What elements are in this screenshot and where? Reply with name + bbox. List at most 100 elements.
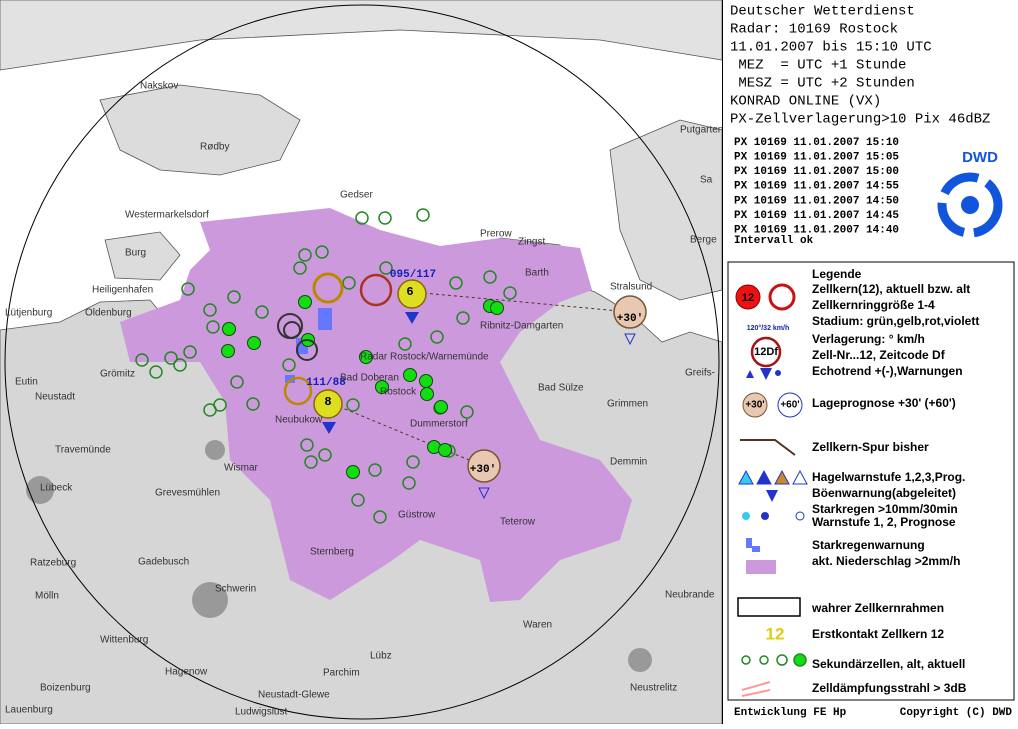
- precipitation: [120, 208, 632, 602]
- cell-label: 111/88: [306, 377, 346, 389]
- secondary-cell: [420, 387, 434, 401]
- forecast-position: [613, 295, 647, 329]
- footer-left: Entwicklung FE Hp: [734, 707, 847, 719]
- secondary-cell-old: [378, 211, 392, 225]
- secondary-cell-old: [368, 463, 382, 477]
- header-line: 11.01.2007 bis 15:10 UTC: [730, 40, 932, 56]
- legend-symbol: 120°/32 km/h: [747, 324, 790, 332]
- secondary-cell-old: [449, 276, 463, 290]
- place-label: Burg: [125, 248, 146, 259]
- secondary-cell-old: [430, 330, 444, 344]
- secondary-cell-old: [213, 398, 227, 412]
- secondary-cell: [346, 465, 360, 479]
- legend-secondary: [793, 653, 807, 667]
- place-label: Heiligenhafen: [92, 285, 153, 296]
- header-line: Radar: 10169 Rostock: [730, 22, 898, 38]
- heavy-rain-warning: [318, 308, 332, 330]
- place-label: Güstrow: [398, 510, 436, 521]
- secondary-cell-old: [346, 398, 360, 412]
- legend-beam: [741, 681, 771, 691]
- status-line: PX 10169 11.01.2007 14:50: [734, 195, 899, 207]
- status-line: PX 10169 11.01.2007 15:05: [734, 152, 899, 164]
- secondary-cell-old: [183, 345, 197, 359]
- legend-forecast: [742, 392, 768, 418]
- secondary-cell-old: [149, 365, 163, 379]
- place-label: Parchim: [323, 668, 360, 679]
- legend-tri: [746, 370, 754, 378]
- place-label: Lütjenburg: [5, 308, 52, 319]
- legend-secondary: [776, 654, 788, 666]
- secondary-cell-old: [456, 311, 470, 325]
- place-label: Berge: [690, 235, 717, 246]
- secondary-cell: [490, 301, 504, 315]
- place-label: Gedser: [340, 190, 373, 201]
- logo-core: [961, 196, 979, 214]
- heavy-rain-warning: [285, 375, 295, 383]
- forecast-position: [467, 449, 501, 483]
- secondary-cell-old: [355, 211, 369, 225]
- secondary-cell-old: [406, 455, 420, 469]
- secondary-cell-old: [255, 305, 269, 319]
- legend-text: Zellkern-Spur bisher: [812, 440, 929, 454]
- place-label: Putgarten: [680, 125, 723, 136]
- legend-text: Hagelwarnstufe 1,2,3,Prog.: [812, 470, 965, 484]
- logo-text: DWD: [962, 149, 998, 166]
- place-label: Eutin: [15, 377, 38, 388]
- legend-heavy: [752, 546, 760, 552]
- secondary-cell-old: [318, 448, 332, 462]
- cell-track: [411, 291, 631, 313]
- header-line: MESZ = UTC +2 Stunden: [730, 76, 915, 92]
- legend-text: Böenwarnung(abgeleitet): [812, 486, 956, 500]
- place-label: Neustadt-Glewe: [258, 690, 330, 701]
- legend-text: Erstkontakt Zellkern 12: [812, 627, 944, 641]
- cell-core-current: [397, 279, 427, 309]
- secondary-cell-old: [173, 358, 187, 372]
- secondary-cell-old: [206, 320, 220, 334]
- legend-rain: [795, 511, 805, 521]
- cell-ring: [283, 321, 301, 339]
- status-note: Intervall ok: [734, 235, 814, 247]
- legend-symbol: 12: [742, 292, 754, 304]
- place-label: Teterow: [500, 517, 536, 528]
- cell-label: +30': [617, 313, 643, 325]
- forecast-arrow: [624, 333, 636, 346]
- place-label: Grevesmühlen: [155, 488, 220, 499]
- place-label: Westermarkelsdorf: [125, 210, 209, 221]
- legend-text: Zelldämpfungsstrahl > 3dB: [812, 681, 967, 695]
- legend-title: Legende: [812, 267, 862, 281]
- place-label: Rødby: [200, 142, 229, 153]
- place-label: Oldenburg: [85, 308, 132, 319]
- place-label: Ludwigslust: [235, 707, 287, 718]
- town-area: [192, 582, 228, 618]
- town-area: [205, 440, 225, 460]
- legend-cell: [750, 336, 782, 368]
- gust-warning: [405, 312, 419, 324]
- place-label: Radar Rostock/Warnemünde: [360, 352, 489, 363]
- legend-core: [735, 284, 761, 310]
- cell-ring: [296, 339, 318, 361]
- legend-beam: [741, 689, 771, 697]
- place-label: Wismar: [224, 463, 259, 474]
- island-fehmarn: [104, 231, 181, 281]
- place-label: Rostock: [380, 387, 417, 398]
- place-label: Mölln: [35, 591, 59, 602]
- place-label: Neustrelitz: [630, 683, 677, 694]
- cell-track: [327, 401, 485, 467]
- legend-hail: [774, 469, 790, 485]
- place-label: Nakskov: [140, 81, 178, 92]
- legend-track: [740, 439, 796, 456]
- place-label: Boizenburg: [40, 683, 91, 694]
- secondary-cell-old: [135, 353, 149, 367]
- header-line: Deutscher Wetterdienst: [730, 4, 915, 20]
- place-label: Hagenow: [165, 667, 208, 678]
- legend-text: Echotrend +(-),Warnungen: [812, 364, 963, 378]
- place-label: Bad Sülze: [538, 383, 584, 394]
- island-lolland: [99, 84, 301, 176]
- legend-dot: [775, 370, 781, 376]
- legend-text: Stadium: grün,gelb,rot,violett: [812, 314, 979, 328]
- legend-heavy: [746, 538, 752, 548]
- status-line: PX 10169 11.01.2007 15:00: [734, 166, 899, 178]
- place-label: Bad Doberan: [340, 373, 399, 384]
- place-label: Lauenburg: [5, 705, 53, 716]
